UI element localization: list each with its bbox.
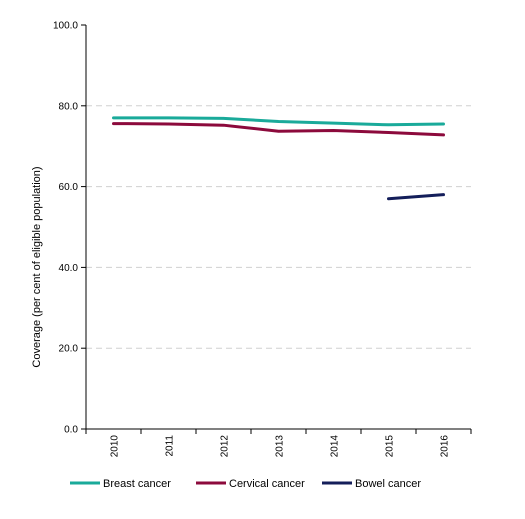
x-tick-labels: 2010 2011 2012 2013 2014 2015 2016 [110, 435, 451, 458]
x-tick-label: 2016 [440, 435, 451, 458]
series-line-bowel-cancer [387, 193, 445, 201]
y-tick-label: 20.0 [59, 344, 79, 355]
y-tick-label: 40.0 [59, 263, 79, 274]
legend-label-breast-cancer: Breast cancer [103, 478, 171, 490]
y-tick-label: 80.0 [59, 101, 79, 112]
series-lines [112, 116, 445, 201]
y-axis-title: Coverage (per cent of eligible populatio… [31, 166, 43, 367]
series-line-cervical-cancer [112, 122, 445, 137]
y-tick-label: 0.0 [64, 425, 78, 436]
series-line-breast-cancer [112, 116, 445, 127]
legend: Breast cancer Cervical cancer Bowel cancer [70, 478, 421, 490]
y-tick-label: 100.0 [53, 21, 78, 32]
legend-label-bowel-cancer: Bowel cancer [355, 478, 421, 490]
legend-label-cervical-cancer: Cervical cancer [229, 478, 305, 490]
grid-lines [86, 105, 471, 349]
x-tick-label: 2015 [385, 435, 396, 458]
axes [81, 24, 472, 434]
x-tick-label: 2011 [165, 435, 176, 457]
x-tick-label: 2014 [330, 435, 341, 458]
y-tick-label: 60.0 [59, 182, 79, 193]
x-tick-label: 2012 [220, 435, 231, 458]
x-tick-label: 2013 [275, 435, 286, 458]
x-tick-label: 2010 [110, 435, 121, 458]
y-tick-labels: 0.0 20.0 40.0 60.0 80.0 100.0 [53, 21, 78, 436]
